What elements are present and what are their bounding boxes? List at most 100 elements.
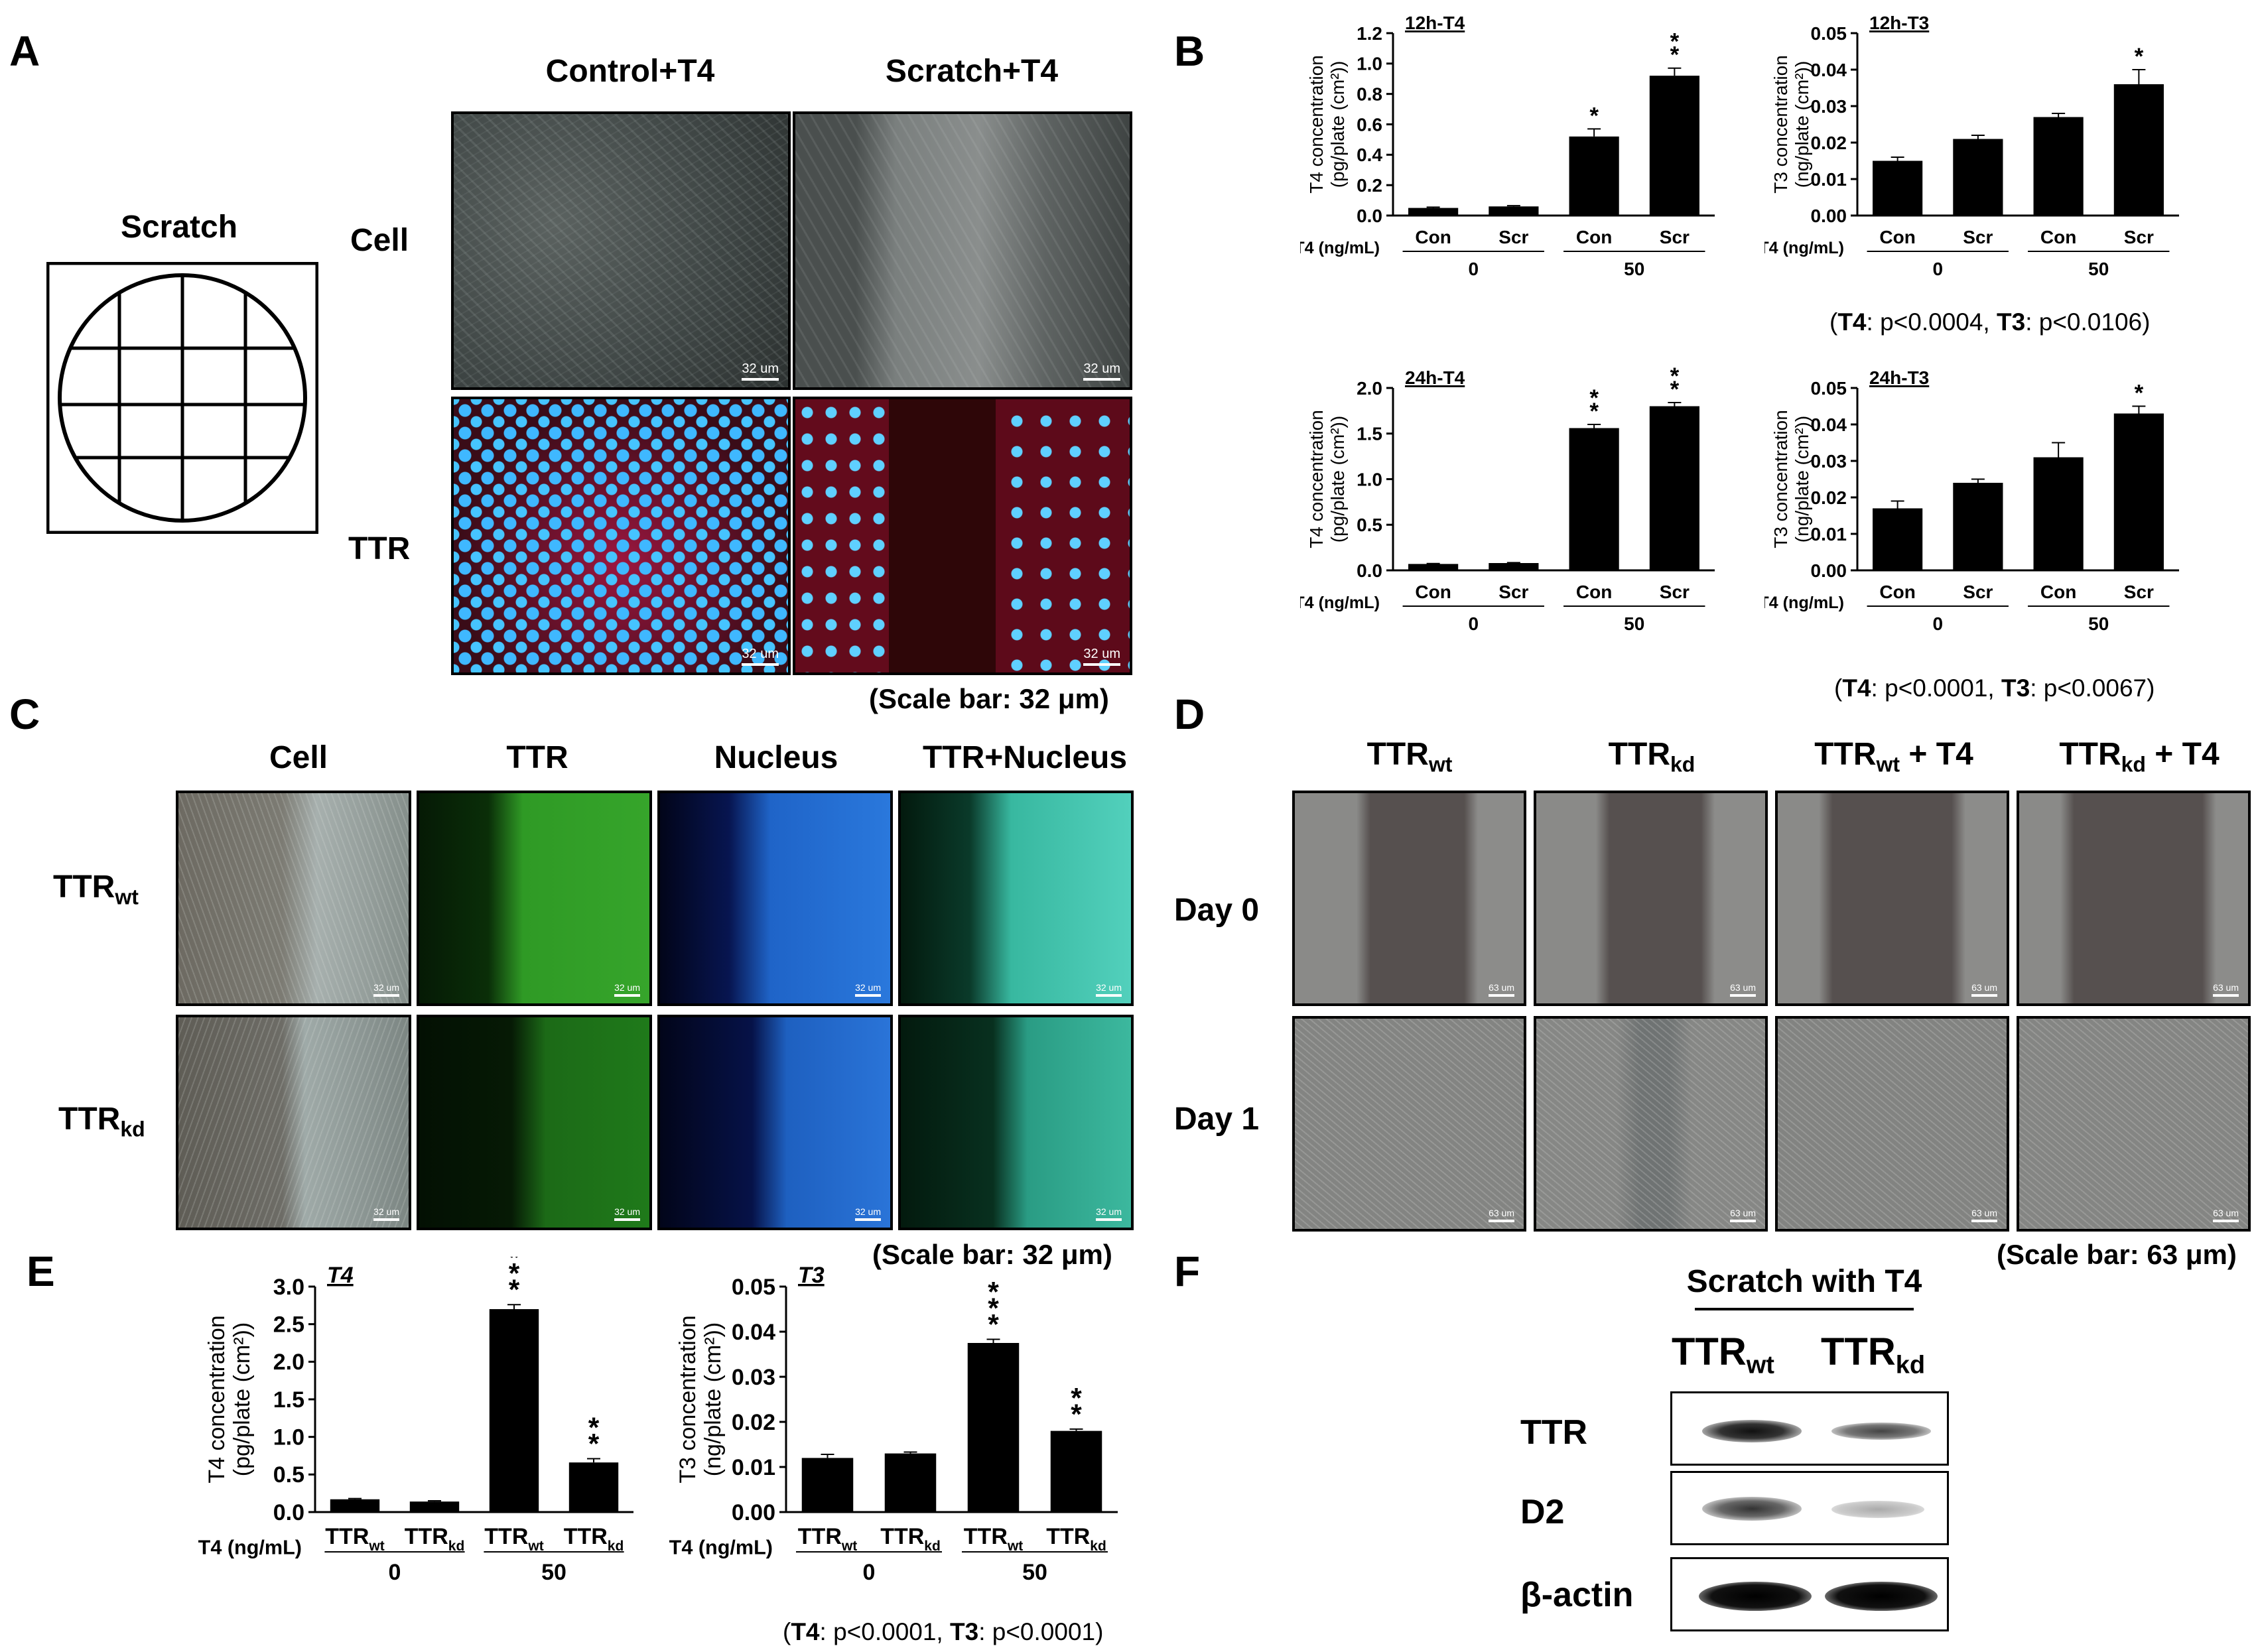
significance-star: * [588,1413,600,1444]
y-axis-label: T3 concentration (ng/plate (cm²)) [1770,410,1812,548]
y-tick-label: 3.0 [273,1275,304,1300]
y-tick-label: 0.01 [1811,524,1847,544]
f-lane-ttr-kd: TTRkd [1821,1330,1926,1379]
y-axis-label: T4 concentration (pg/plate (cm²)) [1306,55,1348,194]
c-wt-nucleus-image: 32 um [657,791,893,1006]
c-col-header-ttr-nucleus: TTR+Nucleus [922,740,1128,775]
scale-bar: 32 um [614,982,640,997]
scale-bar: 32 um [1096,1206,1122,1221]
y-tick-label: 0.04 [1811,60,1847,80]
d-day0-ttr-wt-t4: 63 um [1775,791,2009,1006]
y-tick-label: 0.02 [1811,487,1847,508]
c-col-header-nucleus: Nucleus [714,740,838,775]
y-tick-label: 0.02 [1811,133,1847,153]
significance-star: * [1670,42,1680,68]
c-row-label-ttr-wt: TTRwt [53,869,139,909]
y-axis-label: T3 concentration (ng/plate (cm²)) [1770,55,1812,194]
y-tick-label: 1.2 [1357,23,1382,44]
group-label: 0 [389,1560,401,1585]
scale-bar: 63 um [2213,982,2239,997]
scale-bar: 32 um [373,1206,399,1221]
scale-bar: 32 um [742,361,779,381]
f-title-underline [1695,1308,1914,1310]
bar [2113,84,2164,216]
significance-star: * [509,1257,520,1273]
bar [330,1499,380,1512]
scale-bar: 32 um [614,1206,640,1221]
bar [1649,406,1699,570]
scale-bar: 32 um [855,1206,881,1221]
f-blot-beta-actin [1670,1557,1949,1631]
y-axis-label: T3 concentration (ng/plate (cm²)) [675,1315,726,1483]
pvalue-note-24h: (T4: p<0.0001, T3: p<0.0067) [1834,674,2155,702]
bar [1649,76,1699,216]
d-row-label-day1: Day 1 [1174,1102,1260,1137]
x-variable-label: T4 (ng/mL) [1764,239,1844,257]
panel-label-c: C [9,690,40,738]
significance-star: * [1589,399,1599,424]
micrograph-scratch-ttr: 32 um [793,397,1132,675]
scratch-grid-diagram [46,262,318,534]
scale-bar: 32 um [373,982,399,997]
y-tick-label: 0.0 [273,1500,304,1525]
pvalue-note-12h: (T4: p<0.0004, T3: p<0.0106) [1829,308,2151,336]
x-category-label: Scr [1963,582,1993,602]
c-wt-ttr-image: 32 um [417,791,652,1006]
c-kd-nucleus-image: 32 um [657,1015,893,1230]
significance-star: * [1071,1383,1082,1414]
significance-star: * [1670,377,1680,403]
y-tick-label: 2.0 [273,1350,304,1375]
d-col-header-ttr-kd: TTRkd [1608,737,1695,777]
scale-bar: 63 um [1489,1208,1514,1222]
x-category-label: Con [1879,582,1915,602]
bar [1953,483,2003,570]
chart-e-t3: T3 T3 concentration (ng/plate (cm²))0.00 0.… [669,1263,1118,1585]
x-category-label: TTRwt [964,1524,1023,1554]
bar [1050,1430,1102,1512]
scale-bar-caption-c: (Scale bar: 32 μm) [872,1239,1112,1270]
bar [1873,160,1923,216]
c-wt-cell-image: 32 um [176,791,411,1006]
x-category-label: TTRkd [405,1524,465,1554]
y-tick-label: 1.0 [273,1425,304,1450]
x-category-label: TTRkd [1046,1524,1106,1554]
significance-star: * [588,1429,600,1460]
x-category-label: Con [1415,582,1451,602]
y-axis-label-line1: T4 concentration [1306,55,1327,194]
y-tick-label: 0.5 [273,1462,304,1488]
x-variable-label: T4 (ng/mL) [1300,594,1380,612]
y-tick-label: 0.2 [1357,175,1382,196]
y-axis-label-line2: (pg/plate (cm²)) [1327,416,1348,542]
y-tick-label: 1.5 [273,1387,304,1413]
group-label: 0 [1932,259,1943,279]
col-header-control-t4: Control+T4 [545,54,715,89]
y-axis-label-line2: (ng/plate (cm²)) [1792,416,1812,542]
col-header-scratch-t4: Scratch+T4 [885,54,1059,89]
y-tick-label: 0.05 [732,1275,775,1300]
significance-star: * [1589,103,1599,129]
y-tick-label: 2.5 [273,1312,304,1338]
bar [1489,563,1539,570]
scale-bar: 63 um [1971,982,1997,997]
y-tick-label: 1.0 [1357,469,1382,489]
group-label: 50 [1022,1560,1047,1585]
panel-label-b: B [1174,27,1205,75]
x-category-label: TTRwt [798,1524,857,1554]
row-label-ttr: TTR [348,531,411,566]
chart-b-12h-t4: 12h-T4 T4 concentration (pg/plate (cm²)) 0.… [1300,13,1715,279]
bar [489,1309,539,1512]
group-label: 0 [863,1560,876,1585]
d-col-header-ttr-wt: TTRwt [1366,737,1453,777]
x-category-label: Scr [1660,582,1690,602]
y-tick-label: 0.02 [732,1410,775,1435]
x-category-label: TTRkd [880,1524,941,1554]
y-axis-label-line2: (pg/plate (cm²)) [1327,61,1348,188]
y-tick-label: 0.6 [1357,114,1382,135]
significance-star: * [1071,1399,1082,1430]
y-tick-label: 0.00 [1811,206,1847,226]
y-tick-label: 0.00 [1811,560,1847,581]
d-day0-ttr-kd-t4: 63 um [2017,791,2251,1006]
scale-bar-caption-d: (Scale bar: 63 μm) [1997,1239,2237,1270]
c-wt-merge-image: 32 um [898,791,1134,1006]
